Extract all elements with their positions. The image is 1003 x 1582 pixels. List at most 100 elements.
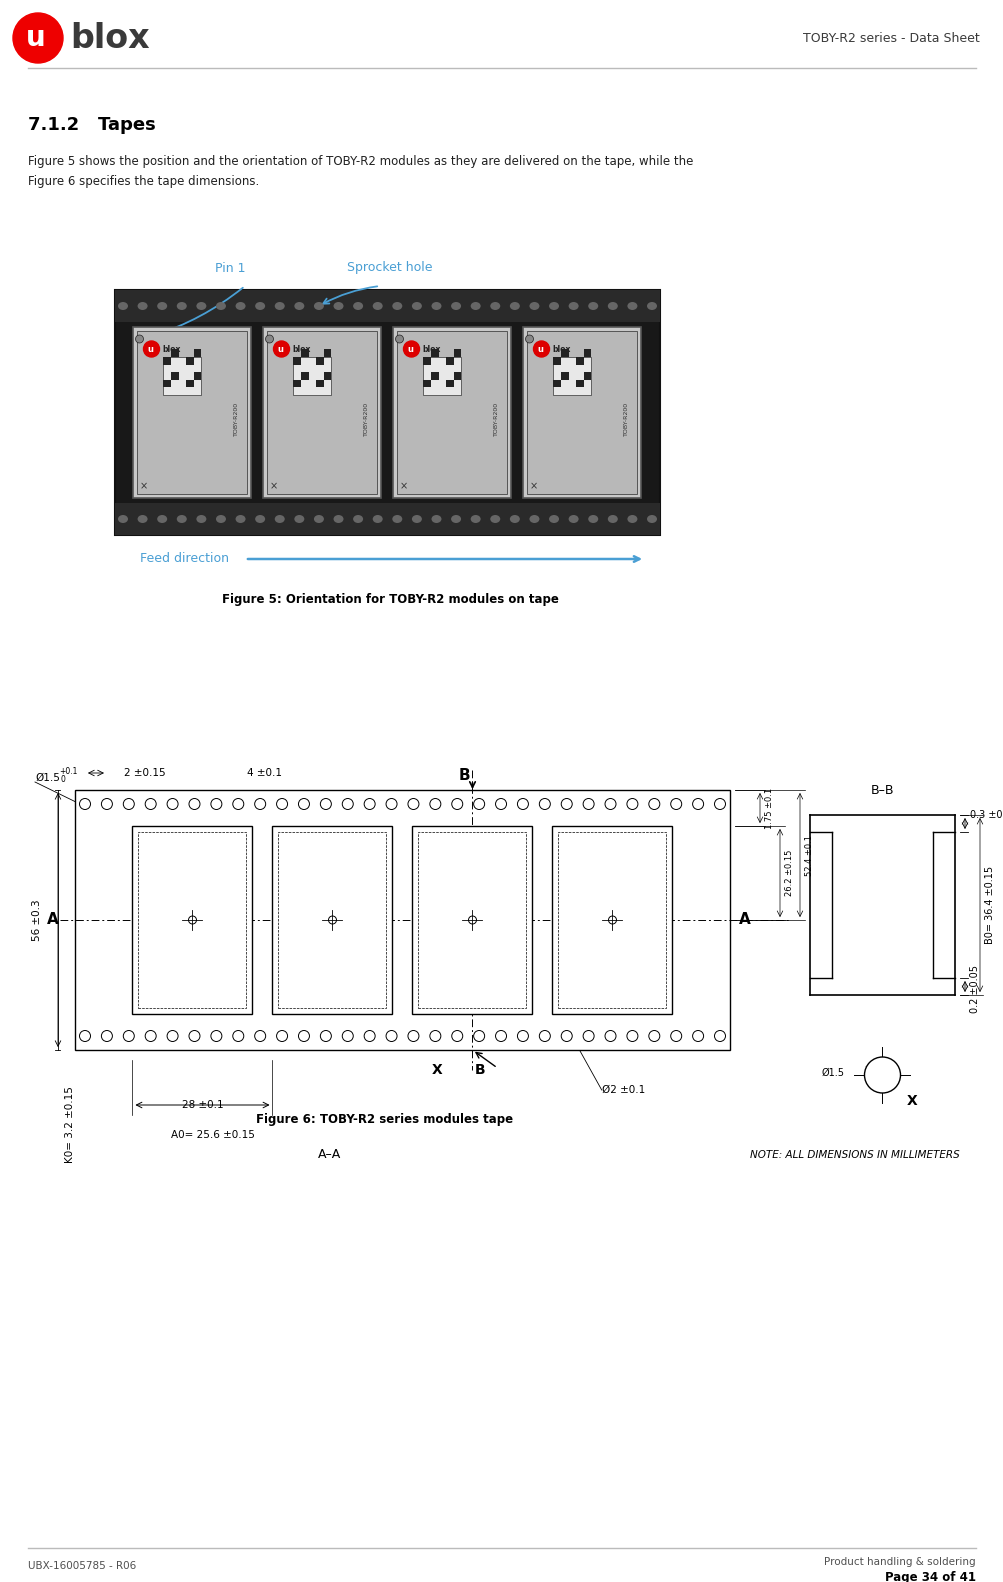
Circle shape xyxy=(342,799,353,810)
Ellipse shape xyxy=(372,516,382,524)
Text: 0.3 ±0.05: 0.3 ±0.05 xyxy=(969,810,1003,819)
Circle shape xyxy=(320,799,331,810)
Bar xyxy=(137,331,248,494)
Circle shape xyxy=(583,1030,594,1041)
Bar xyxy=(301,372,308,380)
Text: Page 34 of 41: Page 34 of 41 xyxy=(884,1571,975,1582)
Circle shape xyxy=(692,799,703,810)
Ellipse shape xyxy=(275,516,285,524)
Circle shape xyxy=(473,799,484,810)
Bar xyxy=(138,832,247,1008)
Circle shape xyxy=(525,335,533,343)
Circle shape xyxy=(135,335,143,343)
Text: u: u xyxy=(26,24,46,52)
Circle shape xyxy=(451,1030,462,1041)
Text: TOBY-R200: TOBY-R200 xyxy=(364,402,369,437)
Circle shape xyxy=(255,799,266,810)
Text: A0= 25.6 ±0.15: A0= 25.6 ±0.15 xyxy=(171,1130,254,1141)
Text: B: B xyxy=(458,767,469,783)
Bar xyxy=(316,358,324,364)
Text: 2 ±0.15: 2 ±0.15 xyxy=(124,767,165,778)
Ellipse shape xyxy=(372,302,382,310)
Circle shape xyxy=(407,1030,418,1041)
Circle shape xyxy=(495,1030,507,1041)
Circle shape xyxy=(605,1030,616,1041)
Ellipse shape xyxy=(627,302,637,310)
Text: NOTE: ALL DIMENSIONS IN MILLIMETERS: NOTE: ALL DIMENSIONS IN MILLIMETERS xyxy=(749,1150,959,1160)
Circle shape xyxy=(211,1030,222,1041)
Circle shape xyxy=(328,916,336,924)
Bar xyxy=(324,350,331,358)
Ellipse shape xyxy=(353,302,363,310)
Circle shape xyxy=(670,1030,681,1041)
Circle shape xyxy=(233,1030,244,1041)
Ellipse shape xyxy=(510,516,520,524)
Ellipse shape xyxy=(529,516,539,524)
Ellipse shape xyxy=(236,302,246,310)
Bar xyxy=(393,327,511,498)
Text: Figure 6: TOBY-R2 series modules tape: Figure 6: TOBY-R2 series modules tape xyxy=(256,1114,514,1126)
Ellipse shape xyxy=(646,516,656,524)
Text: TOBY-R200: TOBY-R200 xyxy=(624,402,628,437)
Text: ×: × xyxy=(399,481,407,490)
Circle shape xyxy=(517,1030,528,1041)
Circle shape xyxy=(255,1030,266,1041)
Circle shape xyxy=(395,335,403,343)
Circle shape xyxy=(265,335,273,343)
Ellipse shape xyxy=(646,302,656,310)
Ellipse shape xyxy=(411,302,421,310)
Ellipse shape xyxy=(236,516,246,524)
Bar xyxy=(194,372,202,380)
Bar xyxy=(75,789,729,1050)
Bar xyxy=(171,372,179,380)
Ellipse shape xyxy=(137,516,147,524)
Circle shape xyxy=(13,13,63,63)
Text: u: u xyxy=(407,345,413,353)
Ellipse shape xyxy=(118,302,127,310)
Circle shape xyxy=(145,1030,156,1041)
Circle shape xyxy=(451,799,462,810)
Text: Figure 6 specifies the tape dimensions.: Figure 6 specifies the tape dimensions. xyxy=(28,176,259,188)
Text: TOBY-R2 series - Data Sheet: TOBY-R2 series - Data Sheet xyxy=(802,32,979,44)
Circle shape xyxy=(714,1030,725,1041)
Text: Feed direction: Feed direction xyxy=(139,552,229,565)
Bar xyxy=(194,350,202,358)
Bar xyxy=(430,350,438,358)
Bar xyxy=(523,327,641,498)
Text: TOBY-R200: TOBY-R200 xyxy=(493,402,498,437)
Text: Pin 1: Pin 1 xyxy=(215,261,245,275)
Ellipse shape xyxy=(568,516,578,524)
Bar xyxy=(301,350,308,358)
Text: X: X xyxy=(431,1063,442,1077)
Bar xyxy=(187,358,194,364)
Circle shape xyxy=(386,799,396,810)
Ellipse shape xyxy=(510,302,520,310)
Circle shape xyxy=(692,1030,703,1041)
Text: A: A xyxy=(47,913,59,927)
Text: 7.1.2   Tapes: 7.1.2 Tapes xyxy=(28,115,155,134)
Bar xyxy=(324,372,331,380)
Bar xyxy=(553,358,561,364)
Circle shape xyxy=(626,1030,637,1041)
Text: 0: 0 xyxy=(864,1073,869,1077)
Bar xyxy=(576,380,584,388)
Text: 28 ±0.1: 28 ±0.1 xyxy=(182,1099,223,1111)
Circle shape xyxy=(561,1030,572,1041)
Ellipse shape xyxy=(197,302,207,310)
Circle shape xyxy=(123,799,134,810)
Bar xyxy=(430,372,438,380)
Bar xyxy=(293,358,331,396)
Circle shape xyxy=(561,799,572,810)
Circle shape xyxy=(276,799,287,810)
Ellipse shape xyxy=(392,302,402,310)
Circle shape xyxy=(608,916,616,924)
Ellipse shape xyxy=(314,302,324,310)
Bar xyxy=(115,503,659,535)
Circle shape xyxy=(495,799,507,810)
Circle shape xyxy=(342,1030,353,1041)
Text: Figure 5 shows the position and the orientation of TOBY-R2 modules as they are d: Figure 5 shows the position and the orie… xyxy=(28,155,693,169)
Text: Ø1.5: Ø1.5 xyxy=(820,1068,844,1077)
Bar xyxy=(576,358,584,364)
Ellipse shape xyxy=(549,302,559,310)
Circle shape xyxy=(298,799,309,810)
